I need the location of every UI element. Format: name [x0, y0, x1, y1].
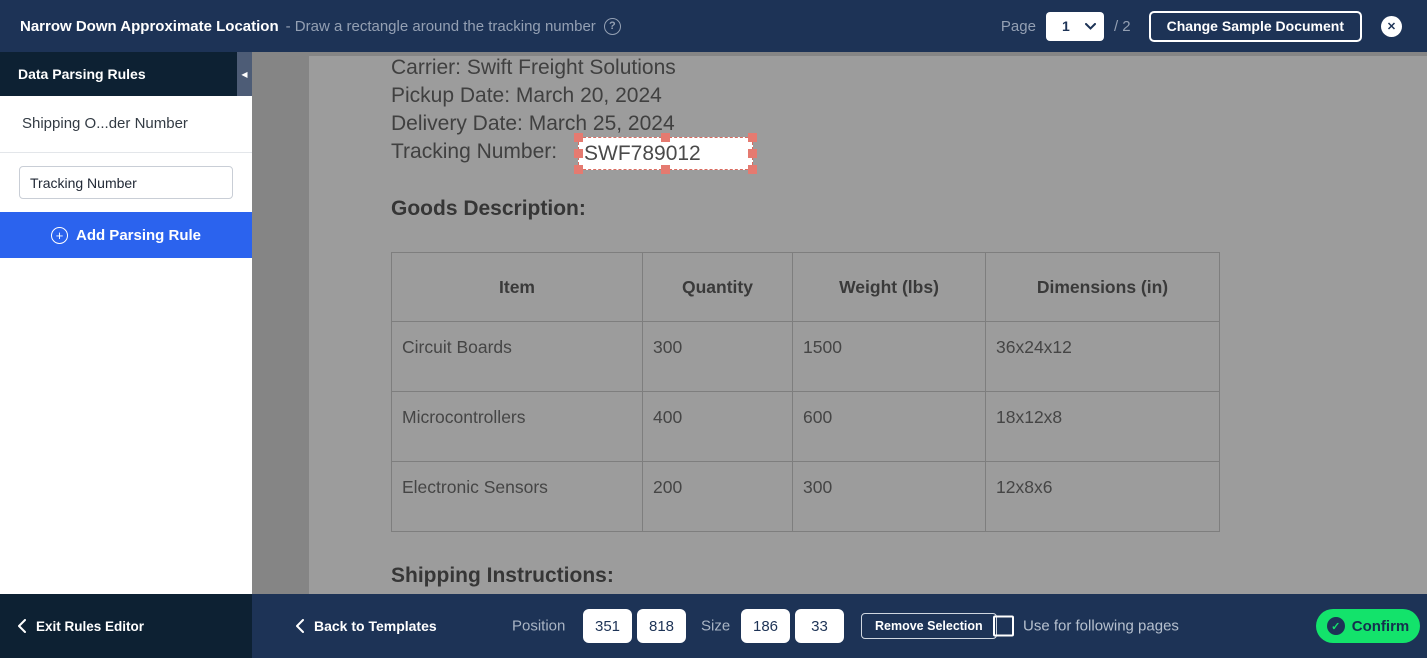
top-bar: Narrow Down Approximate Location - Draw …	[0, 0, 1427, 52]
use-following-pages-checkbox[interactable]	[993, 615, 1014, 637]
goods-table: Item Quantity Weight (lbs) Dimensions (i…	[391, 252, 1220, 532]
chevron-down-icon	[1084, 22, 1096, 30]
tracking-number-value: SWF789012	[584, 142, 701, 165]
sidebar-header: Data Parsing Rules ◀	[0, 52, 252, 96]
table-row: Circuit Boards 300 1500 36x24x12	[391, 321, 1220, 392]
resize-handle-bottom-left[interactable]	[574, 165, 583, 174]
collapse-arrow-icon: ◀	[241, 69, 248, 79]
doc-line-tracking: Tracking Number:	[391, 140, 558, 163]
document-viewer[interactable]: Carrier: Swift Freight Solutions Pickup …	[252, 52, 1427, 594]
sidebar: Data Parsing Rules ◀ Shipping O...der Nu…	[0, 52, 252, 594]
remove-selection-button[interactable]: Remove Selection	[861, 613, 997, 639]
confirm-button[interactable]: ✓ Confirm	[1316, 609, 1420, 643]
doc-line-delivery: Delivery Date: March 25, 2024	[391, 112, 675, 135]
table-header-dimensions: Dimensions (in)	[985, 252, 1220, 322]
size-height-input[interactable]	[795, 609, 844, 643]
table-cell: 18x12x8	[985, 391, 1220, 462]
sidebar-title: Data Parsing Rules	[18, 66, 146, 82]
resize-handle-bottom-center[interactable]	[661, 165, 670, 174]
table-row: Microcontrollers 400 600 18x12x8	[391, 391, 1220, 462]
rule-name-input[interactable]	[19, 166, 233, 199]
page-select-value: 1	[1061, 18, 1070, 34]
exit-rules-editor-label: Exit Rules Editor	[36, 618, 145, 634]
table-cell: 400	[642, 391, 793, 462]
doc-line-carrier: Carrier: Swift Freight Solutions	[391, 56, 676, 79]
resize-handle-top-right[interactable]	[748, 133, 757, 142]
table-cell: 300	[792, 461, 986, 532]
add-parsing-rule-button[interactable]: + Add Parsing Rule	[0, 212, 252, 258]
help-icon[interactable]: ?	[603, 17, 621, 35]
table-cell: Circuit Boards	[391, 321, 643, 392]
table-header-quantity: Quantity	[642, 252, 793, 322]
sidebar-collapse-button[interactable]: ◀	[237, 52, 252, 96]
document-text-block: Carrier: Swift Freight Solutions Pickup …	[391, 54, 1031, 166]
table-cell: 1500	[792, 321, 986, 392]
rule-input-wrap	[0, 153, 252, 212]
change-sample-document-button[interactable]: Change Sample Document	[1148, 10, 1362, 42]
table-header-weight: Weight (lbs)	[792, 252, 986, 322]
page-subtitle: - Draw a rectangle around the tracking n…	[285, 17, 596, 35]
table-cell: 600	[792, 391, 986, 462]
use-following-pages-label: Use for following pages	[1023, 617, 1179, 635]
doc-line-pickup: Pickup Date: March 20, 2024	[391, 84, 662, 107]
table-header-item: Item	[391, 252, 643, 322]
resize-handle-top-left[interactable]	[574, 133, 583, 142]
table-cell: 200	[642, 461, 793, 532]
close-icon[interactable]: ✕	[1381, 15, 1402, 37]
check-circle-icon: ✓	[1326, 617, 1345, 635]
table-cell: 12x8x6	[985, 461, 1220, 532]
page-select[interactable]: 1	[1045, 11, 1104, 41]
resize-handle-mid-right[interactable]	[748, 149, 757, 158]
position-label: Position	[512, 617, 566, 635]
position-x-input[interactable]	[583, 609, 632, 643]
table-header-row: Item Quantity Weight (lbs) Dimensions (i…	[391, 252, 1220, 322]
back-to-templates-button[interactable]: Back to Templates	[296, 618, 437, 634]
table-cell: Microcontrollers	[391, 391, 643, 462]
resize-handle-mid-left[interactable]	[574, 149, 583, 158]
size-label: Size	[701, 617, 731, 635]
plus-circle-icon: +	[50, 226, 68, 244]
position-y-input[interactable]	[637, 609, 686, 643]
page-select-label: Page	[1000, 17, 1036, 35]
parsing-rule-item[interactable]: Shipping O...der Number	[0, 96, 252, 153]
size-width-input[interactable]	[741, 609, 790, 643]
bottom-bar: Exit Rules Editor Back to Templates Posi…	[0, 594, 1427, 658]
shipping-instructions-heading: Shipping Instructions:	[391, 564, 614, 587]
add-parsing-rule-label: Add Parsing Rule	[75, 226, 202, 244]
chevron-left-icon	[18, 619, 26, 633]
page-title: Narrow Down Approximate Location	[20, 17, 279, 35]
resize-handle-top-center[interactable]	[661, 133, 670, 142]
table-row: Electronic Sensors 200 300 12x8x6	[391, 461, 1220, 532]
resize-handle-bottom-right[interactable]	[748, 165, 757, 174]
page-total: / 2	[1113, 17, 1131, 35]
table-cell: 36x24x12	[985, 321, 1220, 392]
goods-description-heading: Goods Description:	[391, 197, 586, 220]
back-to-templates-label: Back to Templates	[314, 618, 437, 634]
confirm-label: Confirm	[1351, 617, 1410, 635]
chevron-left-icon	[296, 619, 304, 633]
exit-rules-editor-button[interactable]: Exit Rules Editor	[0, 594, 252, 658]
tracking-selection-box[interactable]: SWF789012	[574, 133, 757, 174]
table-cell: Electronic Sensors	[391, 461, 643, 532]
topbar-right-group: Page 1 / 2 Change Sample Document ✕	[1000, 10, 1402, 42]
table-cell: 300	[642, 321, 793, 392]
